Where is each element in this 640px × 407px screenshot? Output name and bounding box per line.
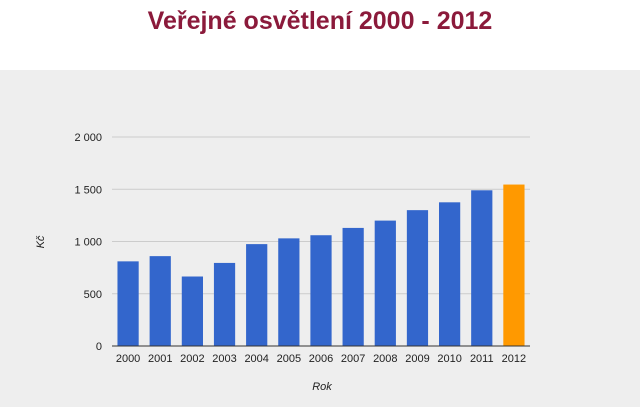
x-tick-label: 2004 [244,353,268,365]
bar-2001[interactable] [149,256,171,346]
bar-2003[interactable] [213,262,236,346]
y-tick-label: 1 500 [74,184,102,196]
y-tick-label: 1 000 [74,237,102,249]
bar-2007[interactable] [342,227,364,346]
x-tick-label: 2006 [309,353,333,365]
y-axis-title: Kč [35,235,47,248]
x-tick-label: 2007 [341,353,365,365]
bar-2002[interactable] [181,276,203,346]
x-tick-label: 2009 [405,353,429,365]
x-tick-label: 2011 [470,353,494,365]
x-tick-label: 2003 [212,353,236,365]
bar-2005[interactable] [278,238,300,346]
x-tick-label: 2005 [277,353,301,365]
y-tick-label: 0 [96,341,102,353]
bar-2012[interactable] [503,184,525,346]
x-tick-label: 2012 [502,353,526,365]
bars [112,184,530,347]
chart-panel: 0 500 1 000 1 500 2 000 2000 2001 2002 2003 2004… [0,70,640,407]
bar-2009[interactable] [406,210,429,346]
bar-2011[interactable] [471,190,493,346]
y-tick-label: 500 [84,289,102,301]
x-tick-label: 2000 [116,353,140,365]
x-tick-label: 2008 [373,353,397,365]
x-tick-label: 2002 [180,353,204,365]
x-axis-title: Rok [312,381,332,393]
page-title: Veřejné osvětlení 2000 - 2012 [147,7,493,35]
bar-chart: 0 500 1 000 1 500 2 000 2000 2001 2002 2003 2004… [35,132,530,393]
bar-2006[interactable] [310,235,332,346]
y-axis-ticks: 0 500 1 000 1 500 2 000 [74,132,102,353]
bar-2008[interactable] [374,220,396,346]
bar-2004[interactable] [246,244,268,346]
bar-2000[interactable] [117,261,139,346]
x-tick-label: 2010 [437,353,461,365]
x-axis-ticks: 2000 2001 2002 2003 2004 2005 2006 2007 2008 2009… [116,353,526,365]
bar-2010[interactable] [439,202,461,346]
x-tick-label: 2001 [148,353,172,365]
y-tick-label: 2 000 [74,132,102,144]
